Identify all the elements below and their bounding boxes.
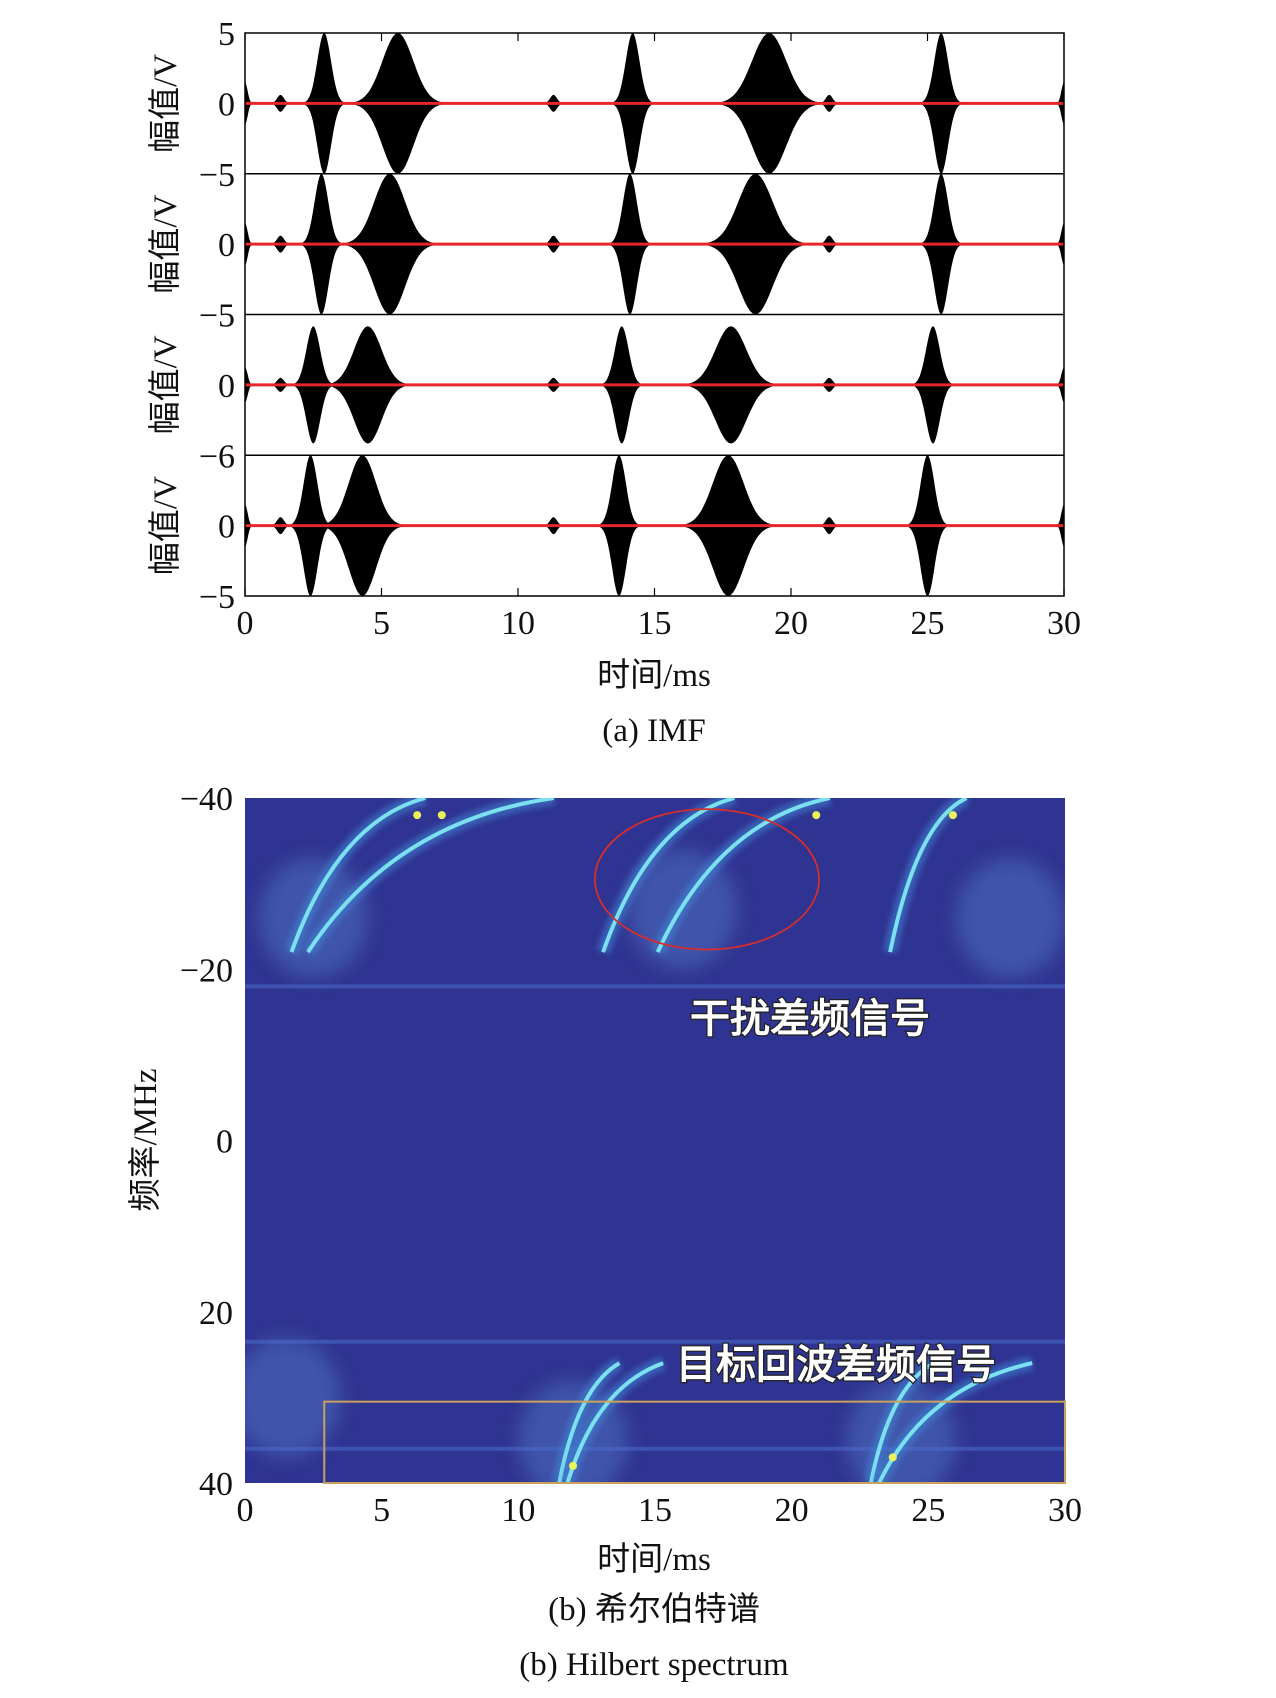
imf-y-tick-label: −5 (199, 579, 235, 616)
spectrum-y-tick-label: 40 (199, 1466, 233, 1503)
imf-y-axis-label: 幅值/V (147, 194, 184, 293)
spectrum-x-tick-label: 30 (1048, 1492, 1082, 1529)
imf-y-tick-label: 0 (218, 86, 235, 123)
imf-x-tick-label: 10 (501, 605, 535, 642)
spectrum-glow (955, 857, 1065, 978)
ridge-hotspot (888, 1453, 897, 1462)
imf-y-tick-label: −5 (199, 157, 235, 194)
ridge-hotspot (569, 1461, 577, 1470)
target-ridge (868, 1361, 935, 1483)
imf-y-axis-labels: 幅值/V 幅值/V 幅值/V 幅值/V (147, 54, 184, 575)
spectrum-y-tick-label: −40 (180, 781, 233, 818)
target-ridge (565, 1361, 664, 1483)
imf-panel-2 (245, 173, 1064, 315)
imf-panel-1 (245, 33, 1064, 174)
imf-y-tick-label: −6 (199, 438, 235, 475)
imf-panel-3 (245, 326, 1064, 444)
interference-ridge (888, 798, 968, 953)
interference-ellipse (593, 808, 820, 951)
target-echo-label: 目标回波差频信号 (676, 1342, 996, 1387)
ridge-hotspot (437, 811, 446, 820)
imf-y-axis-label: 幅值/V (147, 335, 184, 434)
hilbert-spectrum-chart: 干扰差频信号 目标回波差频信号 −40 −20 0 20 40 0 5 10 15 20 25 30… (127, 781, 1082, 1683)
spectrum-caption-en: (b) Hilbert spectrum (519, 1647, 789, 1683)
imf-y-tick-label: 0 (218, 227, 235, 264)
imf-panel-4 (245, 455, 1064, 596)
spectrum-y-axis-label: 频率/MHz (127, 1069, 164, 1212)
spectrum-x-tick-label: 25 (911, 1492, 945, 1529)
spectrum-y-tick-label: −20 (180, 952, 233, 989)
imf-y-tick-label: 5 (218, 16, 235, 53)
spectrum-x-tick-label: 10 (501, 1492, 535, 1529)
spectrum-y-tick-label: 0 (216, 1124, 233, 1161)
imf-x-tick-label: 20 (774, 605, 808, 642)
spectrum-x-tick-labels: 0 5 10 15 20 25 30 (237, 1492, 1083, 1529)
spectrum-glow (245, 1337, 341, 1458)
imf-y-tick-labels: 5 0 −5 0 −5 0 −6 0 −5 (199, 16, 235, 616)
imf-y-axis-label: 幅值/V (147, 476, 184, 575)
interference-ridge (306, 798, 555, 954)
imf-y-axis-label: 幅值/V (147, 54, 184, 153)
spectrum-bands (245, 984, 1065, 1451)
imf-y-tick-label: −5 (199, 298, 235, 335)
spectrum-x-tick-label: 5 (373, 1492, 390, 1529)
ridge-hotspot (948, 811, 957, 820)
target-echo-box (323, 1400, 1066, 1484)
spectrum-x-tick-label: 15 (638, 1492, 672, 1529)
imf-y-tick-label: 0 (218, 509, 235, 546)
imf-y-tick-label: 0 (218, 368, 235, 405)
spectrum-x-tick-label: 0 (237, 1492, 254, 1529)
interference-label: 干扰差频信号 (690, 996, 930, 1041)
imf-x-axis-label: 时间/ms (597, 658, 711, 694)
imf-x-tick-labels: 0 5 10 15 20 25 30 (237, 605, 1082, 642)
interference-ridge (601, 798, 735, 953)
imf-x-tick-label: 30 (1047, 605, 1081, 642)
spectrum-x-tick-label: 20 (775, 1492, 809, 1529)
spectrum-y-tick-labels: −40 −20 0 20 40 (180, 781, 233, 1503)
spectrum-band (245, 1446, 1065, 1451)
imf-chart: 50−50−50−60−5 幅值/V幅值/V幅值/V幅值/V 0 5 10 15 20 2… (147, 16, 1081, 749)
imf-panels (245, 33, 1064, 596)
target-ridge (557, 1361, 621, 1483)
spectrum-x-axis-label: 时间/ms (597, 1542, 711, 1578)
spectrum-ridges (284, 798, 1034, 1483)
imf-x-tick-label: 15 (638, 605, 672, 642)
interference-ridge (289, 798, 426, 953)
spectrum-caption-cn: (b) 希尔伯特谱 (548, 1591, 760, 1628)
spectrum-band (245, 1339, 1065, 1344)
interference-ridge (655, 798, 831, 953)
spectrum-band (245, 984, 1065, 989)
imf-x-tick-label: 25 (911, 605, 945, 642)
ridge-hotspot (413, 811, 422, 820)
imf-x-tick-label: 0 (237, 605, 254, 642)
imf-caption: (a) IMF (602, 713, 706, 749)
spectrum-y-tick-label: 20 (199, 1295, 233, 1332)
ridge-hotspot (812, 811, 821, 820)
imf-frame (244, 32, 1065, 597)
spectrum-glow (258, 857, 369, 978)
imf-x-tick-label: 5 (373, 605, 390, 642)
